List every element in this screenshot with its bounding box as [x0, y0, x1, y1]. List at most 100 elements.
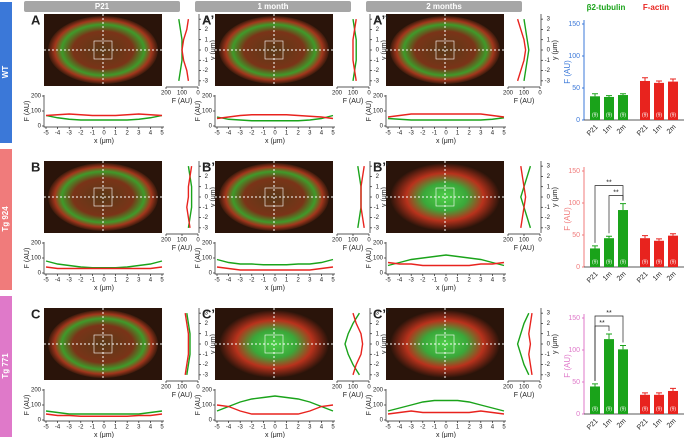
axis-label: F (AU): [343, 245, 364, 252]
x-tick-label: -1: [432, 131, 438, 137]
y-profile-line: [360, 166, 365, 228]
axis: [385, 242, 506, 275]
bar: [590, 96, 600, 120]
y-tick-label: 0: [205, 195, 209, 201]
x-tick-label: 0: [444, 278, 448, 284]
axis-label: F (AU): [343, 392, 364, 399]
f-tick-label: 0: [538, 91, 542, 97]
y-tick-label: -1: [545, 205, 551, 211]
y-tick-label: 2: [547, 321, 551, 327]
x-tick-label: 5: [502, 425, 506, 431]
f-tick-label: 200: [161, 91, 172, 97]
y-profile-line: [352, 19, 357, 81]
n-label: (9): [670, 406, 676, 412]
significance-label: **: [599, 320, 605, 327]
column-header: [24, 1, 180, 12]
bar: [618, 95, 628, 120]
y-tick-label: 2: [376, 321, 380, 327]
x-tick-label: -2: [78, 425, 84, 431]
x-tick-label: 1: [114, 425, 118, 431]
row-label: Tg 924: [1, 206, 10, 232]
f-tick-label: 100: [373, 109, 384, 115]
axis: [166, 308, 200, 382]
axis-label: y (μm): [381, 187, 388, 207]
f-tick-label: 200: [202, 94, 213, 100]
roi-box: [264, 334, 284, 354]
roi-box: [264, 187, 284, 207]
y-tick-label: 150: [568, 21, 580, 28]
f-tick-label: 200: [373, 241, 384, 247]
x-profile-line: [45, 413, 163, 417]
x-tick-label: 2: [126, 131, 130, 137]
x-tick-label: 5: [160, 131, 164, 137]
x-tick-label: -1: [432, 425, 438, 431]
x-tick-label: 2: [297, 131, 301, 137]
x-tick-label: 2: [297, 425, 301, 431]
n-label: (9): [656, 112, 662, 118]
x-tick-label: P21: [636, 418, 650, 432]
error-bar: [642, 235, 648, 239]
y-tick-label: 0: [576, 117, 580, 124]
axis-label: y (μm): [210, 187, 217, 207]
bar: [618, 349, 628, 414]
error-bar: [670, 387, 676, 391]
y-tick-label: 0: [376, 48, 380, 54]
n-label: (9): [606, 406, 612, 412]
f-tick-label: 200: [332, 238, 343, 244]
error-bar: [670, 78, 676, 82]
axis: [43, 389, 164, 422]
x-tick-label: 1: [456, 425, 460, 431]
x-tick-label: 3: [137, 131, 141, 137]
axis-label: F (AU): [366, 395, 373, 416]
x-tick-label: -1: [90, 131, 96, 137]
panel-letter: C’: [202, 306, 215, 321]
x-tick-label: 2: [468, 131, 472, 137]
axis-label: F (AU): [343, 98, 364, 105]
x-tick-label: 2m: [616, 271, 628, 283]
y-tick-label: -3: [374, 225, 380, 231]
error-bar: [656, 238, 662, 241]
y-tick-label: -2: [374, 215, 380, 221]
y-tick-label: -2: [374, 362, 380, 368]
bar: [604, 96, 614, 120]
f-tick-label: 200: [503, 91, 514, 97]
error-bar: [620, 203, 626, 211]
x-tick-label: 2: [468, 278, 472, 284]
axis-label: x (μm): [436, 285, 456, 292]
bar: [604, 339, 614, 414]
x-tick-label: P21: [586, 271, 600, 285]
f-tick-label: 0: [209, 418, 213, 424]
y-tick-label: 3: [376, 311, 380, 317]
bar: [618, 210, 628, 267]
axis-label: x (μm): [265, 138, 285, 145]
panel-letter: A: [31, 12, 41, 27]
axis-label: y (μm): [552, 40, 559, 60]
y-tick-label: -1: [203, 58, 209, 64]
x-tick-label: -5: [385, 131, 391, 137]
x-profile-line: [216, 258, 334, 266]
x-tick-label: -1: [432, 278, 438, 284]
x-tick-label: -1: [261, 131, 267, 137]
y-profile-line: [344, 312, 360, 376]
y-tick-label: 1: [547, 184, 551, 190]
y-tick-label: 50: [572, 379, 580, 386]
x-profile-line: [45, 260, 163, 269]
error-bar: [592, 383, 598, 387]
bar: [654, 394, 664, 414]
x-tick-label: -5: [385, 278, 391, 284]
axis-label: F (AU): [195, 101, 202, 122]
x-tick-label: -3: [238, 425, 244, 431]
x-tick-label: -4: [55, 278, 61, 284]
axis: [214, 389, 335, 422]
x-tick-label: 5: [160, 278, 164, 284]
y-tick-label: -3: [374, 372, 380, 378]
error-bar: [606, 95, 612, 97]
x-tick-label: -4: [55, 131, 61, 137]
f-tick-label: 0: [209, 124, 213, 130]
y-tick-label: 1: [547, 37, 551, 43]
column-header-label: 2 months: [426, 2, 462, 11]
f-tick-label: 100: [202, 109, 213, 115]
f-tick-label: 0: [209, 271, 213, 277]
x-tick-label: P21: [636, 271, 650, 285]
